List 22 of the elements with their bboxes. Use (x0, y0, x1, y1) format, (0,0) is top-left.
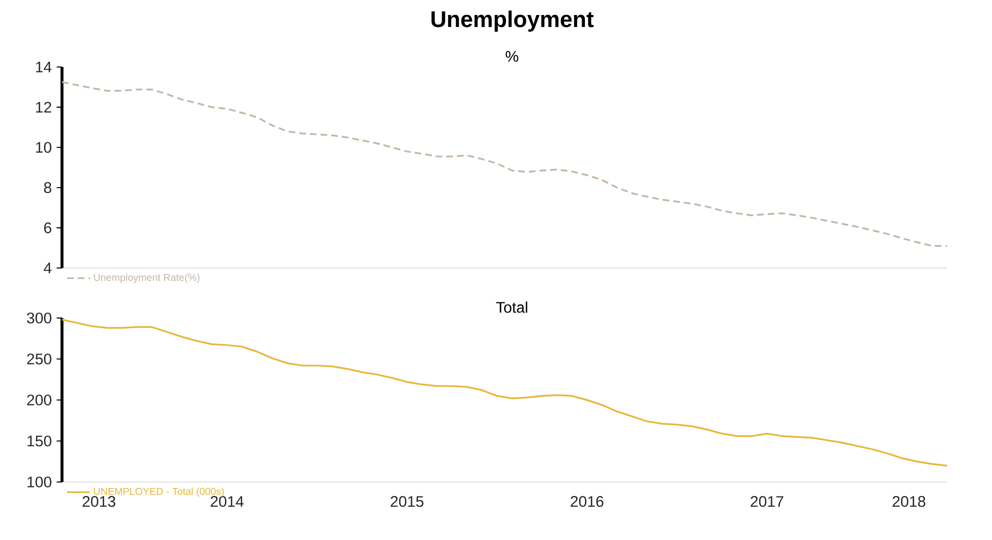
legend-label: Unemployment Rate(%) (94, 274, 200, 283)
chart-title: Unemployment (432, 10, 594, 32)
y-tick-label: 300 (26, 312, 52, 324)
y-tick-label: 250 (27, 354, 52, 364)
y-tick-label: 8 (44, 182, 52, 194)
x-tick-label: 2014 (210, 496, 244, 507)
x-tick-label: 2013 (82, 496, 116, 507)
y-tick-label: 10 (36, 142, 52, 153)
legend-label: UNEMPLOYED - Total (000s) (94, 488, 224, 497)
x-tick-label: 2016 (570, 496, 604, 507)
y-tick-label: 14 (36, 62, 52, 72)
y-tick-label: 100 (28, 476, 52, 488)
x-tick-label: 2017 (750, 496, 784, 507)
y-tick-label: 4 (44, 262, 52, 274)
x-tick-label: 2015 (390, 496, 424, 507)
chart-subtitle: % (506, 51, 518, 62)
y-tick-label: 12 (36, 102, 52, 113)
y-tick-label: 200 (27, 394, 52, 406)
y-tick-label: 6 (44, 222, 52, 234)
x-tick-label: 2018 (892, 496, 926, 507)
chart-subtitle: Total (496, 302, 528, 313)
y-tick-label: 150 (28, 436, 52, 446)
